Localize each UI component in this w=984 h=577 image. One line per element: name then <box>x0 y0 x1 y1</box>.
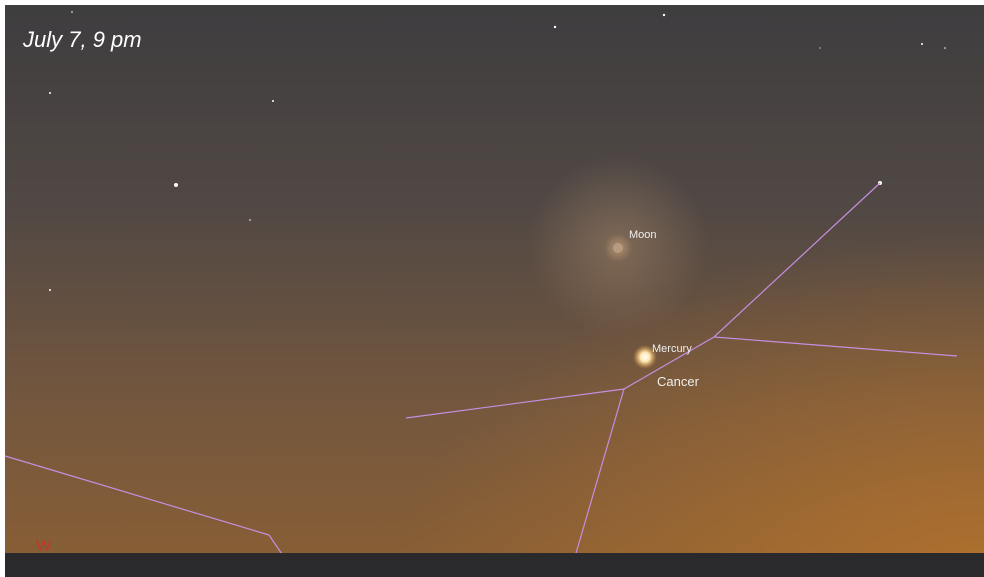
moon-disc <box>613 243 623 253</box>
constellation-lines <box>4 182 958 561</box>
caption: July 7, 9 pm <box>22 27 142 52</box>
stars <box>49 11 946 291</box>
horizon-glow <box>5 5 984 577</box>
ground <box>5 553 984 577</box>
mercury <box>633 345 657 369</box>
mercury-label: Mercury <box>652 343 692 355</box>
constellation-label: Cancer <box>657 374 700 389</box>
moon-label: Moon <box>629 229 657 241</box>
direction-label: W <box>36 538 52 555</box>
